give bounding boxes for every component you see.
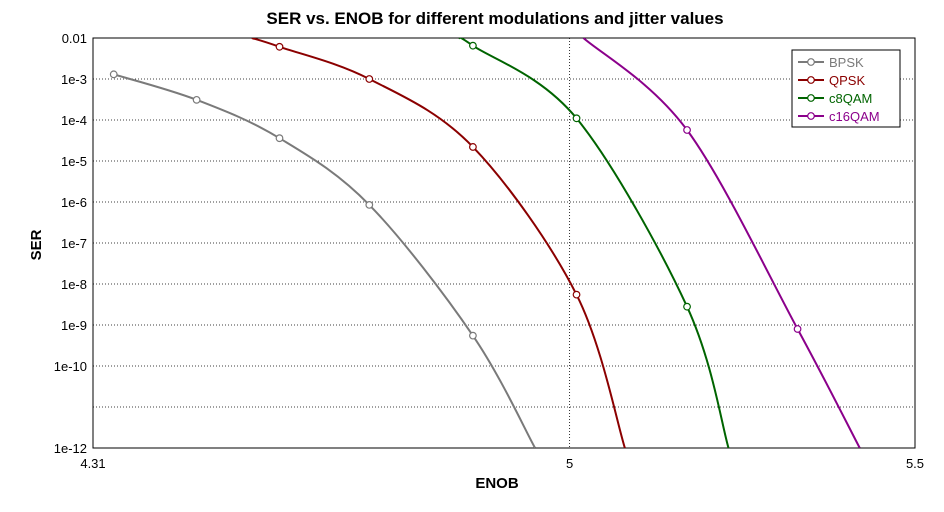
x-tick-label: 5: [566, 456, 573, 471]
x-axis-label: ENOB: [475, 475, 519, 492]
legend-item-bpsk: BPSK: [798, 55, 864, 70]
series-line-c16qam: [582, 38, 861, 448]
data-point-qpsk: [469, 143, 477, 151]
y-tick-label: 1e-3: [61, 72, 87, 87]
data-point-c16qam: [793, 325, 802, 333]
legend-swatch-marker: [807, 76, 815, 84]
legend-item-c8qam: c8QAM: [798, 91, 872, 106]
data-point-qpsk: [365, 75, 374, 83]
y-tick-label: 1e-12: [54, 441, 87, 456]
series-c16qam: [582, 38, 861, 448]
legend-swatch-marker: [807, 112, 815, 120]
y-tick-label: 1e-10: [54, 359, 87, 374]
y-tick-label: 1e-5: [61, 154, 87, 169]
legend-item-qpsk: QPSK: [798, 73, 865, 88]
data-point-c8qam: [683, 302, 691, 311]
y-tick-label: 1e-8: [61, 277, 87, 292]
legend-label: QPSK: [829, 73, 865, 88]
data-point-qpsk: [275, 42, 284, 51]
y-tick-label: 1e-7: [61, 236, 87, 251]
tick-layer: 0.01 1e-3 1e-4 1e-5 1e-6 1e-7 1e-8 1e-9 1e-10 1e-…: [54, 31, 924, 471]
data-point-bpsk: [275, 134, 284, 143]
series-c8qam: [458, 38, 730, 448]
series-layer: [109, 38, 861, 448]
data-point-qpsk: [572, 290, 581, 299]
data-point-c16qam: [683, 126, 691, 134]
series-bpsk: [109, 70, 536, 448]
y-axis-label: SER: [28, 229, 45, 260]
legend: BPSK QPSK c8QAM c16QAM: [791, 49, 901, 128]
legend-swatch-marker: [807, 58, 815, 66]
data-point-bpsk: [192, 95, 201, 104]
x-tick-label: 5.5: [906, 456, 924, 471]
y-tick-label: 1e-9: [61, 318, 87, 333]
data-point-c8qam: [469, 41, 477, 50]
legend-swatch-marker: [807, 94, 815, 102]
data-point-c8qam: [572, 114, 581, 123]
data-point-bpsk: [109, 70, 118, 79]
series-qpsk: [251, 38, 626, 448]
legend-label: c16QAM: [829, 109, 880, 124]
legend-item-c16qam: c16QAM: [798, 109, 880, 124]
x-tick-label: 4.31: [80, 456, 105, 471]
data-point-bpsk: [365, 200, 374, 209]
legend-label: c8QAM: [829, 91, 872, 106]
y-tick-label: 1e-6: [61, 195, 87, 210]
grid-layer: [93, 38, 915, 448]
chart-title: SER vs. ENOB for different modulations a…: [266, 9, 723, 28]
data-point-bpsk: [469, 331, 477, 340]
y-tick-label: 0.01: [62, 31, 87, 46]
y-tick-label: 1e-4: [61, 113, 87, 128]
legend-label: BPSK: [829, 55, 864, 70]
